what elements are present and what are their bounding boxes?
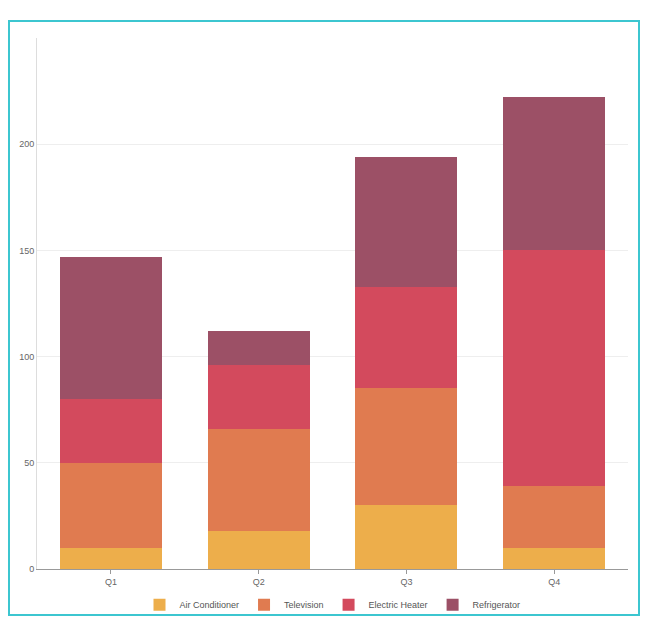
svg-text:150: 150 — [19, 246, 34, 256]
svg-text:Q1: Q1 — [105, 577, 117, 587]
svg-text:200: 200 — [19, 139, 34, 149]
svg-text:Refrigerator: Refrigerator — [473, 600, 521, 610]
svg-text:Q2: Q2 — [253, 577, 265, 587]
svg-text:Q4: Q4 — [548, 577, 560, 587]
svg-text:Electric Heater: Electric Heater — [369, 600, 428, 610]
svg-text:100: 100 — [19, 352, 34, 362]
svg-text:0: 0 — [29, 564, 34, 574]
svg-text:50: 50 — [24, 458, 34, 468]
svg-text:Television: Television — [284, 600, 324, 610]
svg-text:Air Conditioner: Air Conditioner — [180, 600, 240, 610]
svg-text:Q3: Q3 — [400, 577, 412, 587]
